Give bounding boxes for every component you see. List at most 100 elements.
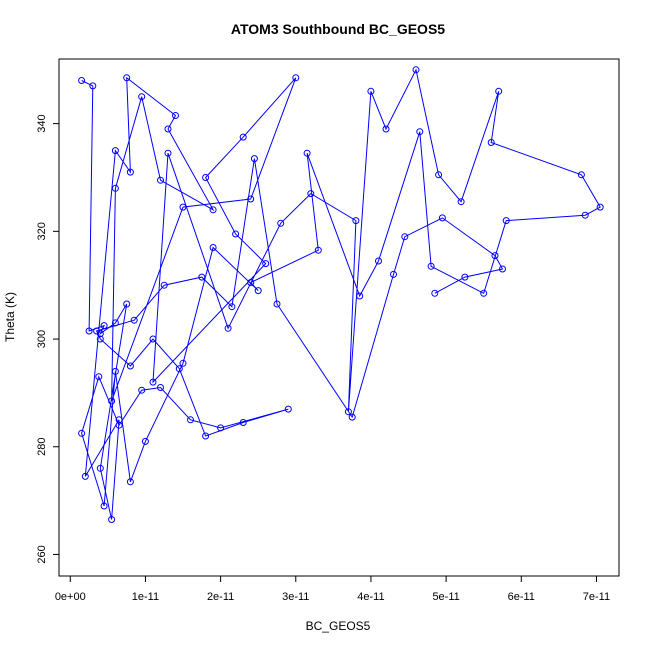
- data-point: [100, 322, 108, 330]
- data-point: [262, 260, 270, 268]
- data-point: [164, 149, 172, 157]
- x-tick-label: 0e+00: [55, 591, 86, 603]
- data-point: [348, 413, 356, 421]
- data-point: [352, 217, 360, 225]
- data-point: [95, 373, 103, 381]
- data-point: [108, 516, 116, 523]
- data-point: [375, 257, 382, 265]
- data-point: [577, 171, 585, 179]
- data-point: [138, 386, 146, 394]
- data-point: [130, 316, 138, 324]
- data-point: [123, 300, 131, 308]
- y-tick-label: 260: [36, 545, 48, 563]
- y-axis-label: Theta (K): [3, 292, 17, 342]
- data-point: [461, 273, 469, 281]
- plot-frame: [58, 58, 620, 577]
- data-point: [284, 405, 292, 413]
- data-point: [427, 262, 435, 270]
- data-point: [115, 416, 123, 424]
- data-point: [160, 281, 168, 289]
- data-point: [356, 292, 364, 300]
- data-point: [126, 362, 134, 370]
- data-point: [239, 133, 247, 141]
- data-point: [367, 87, 375, 95]
- data-point: [344, 408, 352, 416]
- data-point: [149, 335, 157, 343]
- data-point: [435, 171, 443, 179]
- data-point: [85, 327, 93, 335]
- data-point: [247, 195, 255, 203]
- data-point: [254, 287, 262, 295]
- data-point: [596, 203, 604, 211]
- data-point: [111, 367, 119, 375]
- data-point: [209, 244, 217, 251]
- data-point: [491, 252, 499, 260]
- x-tick-label: 4e-11: [357, 591, 384, 603]
- data-point: [126, 168, 134, 176]
- x-axis-label: BC_GEOS5: [306, 619, 371, 633]
- data-point: [89, 82, 97, 90]
- data-point: [100, 502, 108, 510]
- data-point: [303, 149, 311, 157]
- data-point: [495, 87, 503, 95]
- data-point: [123, 74, 131, 82]
- data-point: [138, 93, 146, 101]
- data-point: [314, 246, 322, 254]
- data-point: [307, 190, 315, 198]
- y-axis: 260 280 300 320 340: [36, 114, 59, 564]
- data-point: [81, 472, 89, 480]
- data-point: [247, 279, 255, 286]
- data-point: [239, 419, 247, 426]
- x-tick-label: 6e-11: [508, 591, 535, 603]
- x-tick-label: 3e-11: [282, 591, 309, 603]
- data-point: [175, 365, 183, 373]
- data-point: [141, 437, 149, 445]
- data-point: [78, 429, 86, 437]
- data-point: [499, 265, 506, 273]
- data-point: [480, 289, 488, 297]
- data-point: [232, 230, 240, 238]
- data-point: [438, 214, 446, 222]
- data-point: [401, 233, 409, 241]
- data-point: [108, 397, 116, 405]
- data-point: [179, 203, 187, 211]
- data-point: [198, 273, 206, 281]
- data-point: [157, 384, 164, 391]
- data-point: [416, 128, 424, 136]
- data-point: [292, 74, 300, 82]
- series-line: [81, 68, 601, 520]
- data-point: [228, 303, 236, 311]
- y-tick-label: 300: [36, 330, 48, 348]
- data-point: [78, 77, 86, 84]
- data-point: [187, 416, 194, 424]
- data-point: [502, 217, 510, 225]
- chart-title: ATOM3 Southbound BC_GEOS5: [231, 21, 445, 37]
- data-point: [217, 424, 225, 432]
- data-point: [277, 219, 285, 227]
- data-point: [115, 421, 123, 429]
- y-tick-label: 280: [36, 438, 48, 456]
- data-point: [164, 125, 172, 133]
- x-tick-label: 7e-11: [583, 591, 610, 603]
- data-point: [209, 206, 217, 214]
- x-tick-label: 2e-11: [207, 591, 234, 603]
- data-point: [581, 211, 589, 219]
- data-point: [457, 198, 465, 206]
- data-point: [412, 66, 420, 74]
- data-point: [172, 112, 179, 119]
- data-point: [126, 478, 134, 486]
- x-tick-label: 5e-11: [432, 591, 459, 603]
- x-tick-label: 1e-11: [132, 591, 159, 603]
- y-tick-label: 340: [36, 114, 48, 132]
- data-point: [96, 335, 104, 343]
- data-point: [111, 184, 119, 192]
- y-tick-label: 320: [36, 222, 48, 240]
- data-point: [157, 176, 164, 184]
- data-point: [179, 359, 187, 367]
- data-point: [224, 324, 232, 332]
- data-point: [93, 327, 101, 335]
- data-point: [111, 147, 119, 155]
- plot-area: [78, 66, 604, 523]
- data-point: [149, 378, 157, 386]
